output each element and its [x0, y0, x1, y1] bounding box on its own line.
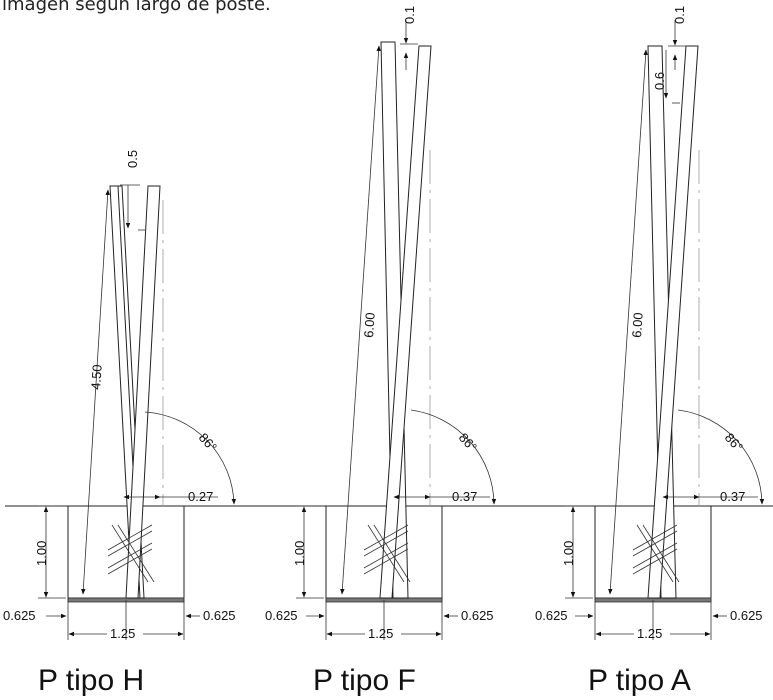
base-dim: 1.25 [110, 626, 135, 641]
post-title: P tipo A [588, 664, 691, 697]
base-dim: 1.25 [368, 626, 393, 641]
depth-dim: 1.00 [561, 541, 576, 566]
angle-dim: 86° [722, 430, 746, 455]
right-margin-dim: 0.625 [461, 608, 494, 623]
right-margin-dim: 0.625 [203, 608, 236, 623]
base-dim: 1.25 [637, 626, 662, 641]
left-margin-dim: 0.625 [535, 608, 568, 623]
offset-dim: 0.27 [188, 489, 213, 504]
length-dim: 4.50 [88, 364, 105, 390]
post-h: 4.50 0.5 86° 0.27 1.00 0.625 0.625 1.25 … [3, 150, 237, 697]
depth-dim: 1.00 [34, 541, 49, 566]
figure-caption: imagen según largo de poste. [2, 0, 271, 15]
post-title: P tipo H [38, 664, 144, 697]
depth-dim: 1.00 [292, 541, 307, 566]
top-dim-2: 0.6 [652, 72, 667, 90]
right-margin-dim: 0.625 [730, 608, 763, 623]
top-dim: 0.1 [672, 6, 687, 24]
left-margin-dim: 0.625 [3, 608, 36, 623]
post-inner [379, 45, 432, 599]
length-dim: 6.00 [361, 312, 378, 338]
post-inner [647, 45, 699, 599]
post-f: 6.00 0.1 86° 0.37 1.00 0.625 0.625 1.25 … [265, 6, 497, 697]
length-dim: 6.00 [629, 312, 646, 338]
angle-dim: 86° [456, 430, 480, 455]
left-margin-dim: 0.625 [265, 608, 298, 623]
top-dim: 0.5 [125, 150, 140, 168]
brace-cross [107, 524, 155, 583]
post-a: 6.00 0.1 0.6 86° 0.37 1.00 0.625 0.625 1… [535, 6, 765, 697]
offset-dim: 0.37 [452, 489, 477, 504]
offset-dim: 0.37 [720, 489, 745, 504]
top-dim: 0.1 [402, 6, 417, 24]
post-title: P tipo F [313, 664, 416, 697]
